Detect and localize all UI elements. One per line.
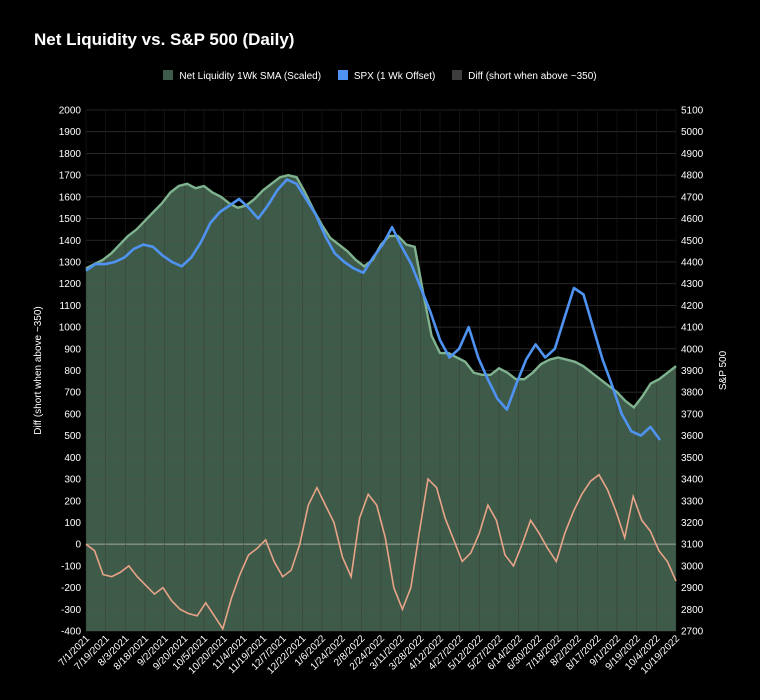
y-tick-label-right: 3800: [681, 388, 704, 399]
y-tick-label-right: 3700: [681, 409, 704, 420]
legend-item-diff[interactable]: Diff (short when above ~350): [452, 70, 597, 82]
y-tick-label-left: 300: [64, 475, 81, 486]
grid-layer: [85, 109, 677, 632]
y-tick-label-right: 4700: [681, 192, 704, 203]
y-tick-label-right: 3600: [681, 431, 704, 442]
y-tick-label-right: 3300: [681, 496, 704, 507]
y-tick-label-right: 3100: [681, 540, 704, 551]
y-tick-label-left: 1700: [59, 171, 82, 182]
y-tick-label-right: 4500: [681, 236, 704, 247]
legend-swatch-net-liquidity: [163, 70, 174, 80]
y-tick-label-left: 2000: [59, 106, 82, 117]
legend-item-net-liquidity[interactable]: Net Liquidity 1Wk SMA (Scaled): [163, 70, 321, 82]
legend-swatch-spx: [337, 70, 348, 80]
y-tick-label-right: 4900: [681, 149, 704, 160]
y-tick-label-left: -100: [61, 561, 81, 572]
y-tick-label-left: 100: [64, 518, 81, 529]
y-tick-label-right: 5000: [681, 127, 704, 138]
legend: Net Liquidity 1Wk SMA (Scaled) SPX (1 Wk…: [0, 70, 760, 82]
y-tick-label-right: 4600: [681, 214, 704, 225]
y-tick-label-left: 1200: [59, 279, 82, 290]
y-tick-label-left: -200: [61, 583, 81, 594]
y-tick-label-right: 4400: [681, 257, 704, 268]
diff-line[interactable]: [85, 473, 677, 631]
y-tick-label-left: 1500: [59, 214, 82, 225]
y-tick-label-right: 4000: [681, 344, 704, 355]
y-tick-label-left: 1600: [59, 192, 82, 203]
y-tick-label-right: 3500: [681, 453, 704, 464]
legend-label-net-liquidity: Net Liquidity 1Wk SMA (Scaled): [179, 71, 322, 82]
y-tick-label-right: 4300: [681, 279, 704, 290]
y-tick-label-left: -300: [61, 605, 81, 616]
y-axis-title-right: S&P 500: [718, 350, 729, 390]
legend-label-spx: SPX (1 Wk Offset): [353, 71, 436, 82]
y-tick-label-right: 2900: [681, 583, 704, 594]
y-tick-label-left: 1900: [59, 127, 82, 138]
y-tick-label-right: 3000: [681, 561, 704, 572]
legend-item-spx[interactable]: SPX (1 Wk Offset): [337, 70, 436, 82]
y-tick-label-right: 3400: [681, 475, 704, 486]
y-axis-title-left: Diff (short when above ~350): [33, 306, 44, 435]
y-tick-label-left: 500: [64, 431, 81, 442]
y-tick-label-left: 0: [75, 540, 81, 551]
y-tick-label-right: 4800: [681, 171, 704, 182]
y-tick-label-left: 200: [64, 496, 81, 507]
y-tick-label-left: 900: [64, 344, 81, 355]
y-tick-label-right: 4200: [681, 301, 704, 312]
legend-label-diff: Diff (short when above ~350): [468, 71, 597, 82]
y-tick-label-left: 600: [64, 409, 81, 420]
y-tick-label-left: 400: [64, 453, 81, 464]
y-tick-label-left: 700: [64, 388, 81, 399]
y-tick-label-left: 1100: [59, 301, 81, 312]
y-tick-label-right: 2800: [681, 605, 704, 616]
legend-swatch-diff: [452, 70, 463, 80]
y-tick-label-left: 800: [64, 366, 81, 377]
y-tick-label-left: 1800: [59, 149, 82, 160]
y-tick-label-left: 1300: [59, 257, 82, 268]
y-tick-label-left: -400: [61, 627, 81, 638]
y-tick-label-right: 3900: [681, 366, 704, 377]
chart-title: Net Liquidity vs. S&P 500 (Daily): [34, 30, 295, 49]
y-tick-label-right: 4100: [681, 323, 704, 334]
y-tick-label-right: 2700: [681, 627, 704, 638]
spx-line[interactable]: [85, 178, 662, 441]
y-tick-label-left: 1000: [59, 323, 82, 334]
y-tick-label-right: 3200: [681, 518, 704, 529]
y-tick-label-left: 1400: [59, 236, 82, 247]
y-tick-label-right: 5100: [681, 106, 704, 117]
